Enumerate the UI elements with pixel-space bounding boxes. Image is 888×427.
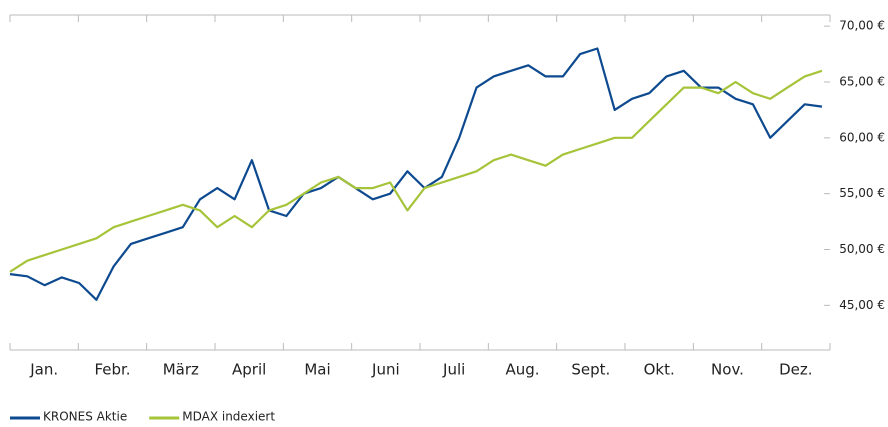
y-tick-label: 70,00 € [839,19,885,33]
y-tick-label: 65,00 € [839,75,885,89]
legend-label: MDAX indexiert [182,410,275,424]
series-line [9,69,823,273]
series-line [9,47,823,301]
x-tick-label: Aug. [505,361,539,379]
y-tick-label: 55,00 € [839,186,885,200]
y-tick-label: 45,00 € [839,298,885,312]
x-tick-label: Mai [304,361,330,379]
x-tick-label: Jan. [29,361,58,379]
y-tick-label: 50,00 € [839,242,885,256]
x-tick-label: Dez. [779,361,812,379]
x-tick-label: Febr. [94,361,130,379]
x-tick-label: April [232,361,266,379]
x-tick-label: Okt. [644,361,675,379]
y-tick-label: 60,00 € [839,130,885,144]
x-tick-label: Juni [371,361,400,379]
legend-label: KRONES Aktie [43,410,127,424]
x-tick-label: März [163,361,199,379]
x-tick-label: Juli [442,361,465,379]
x-tick-label: Sept. [571,361,610,379]
x-tick-label: Nov. [711,361,744,379]
